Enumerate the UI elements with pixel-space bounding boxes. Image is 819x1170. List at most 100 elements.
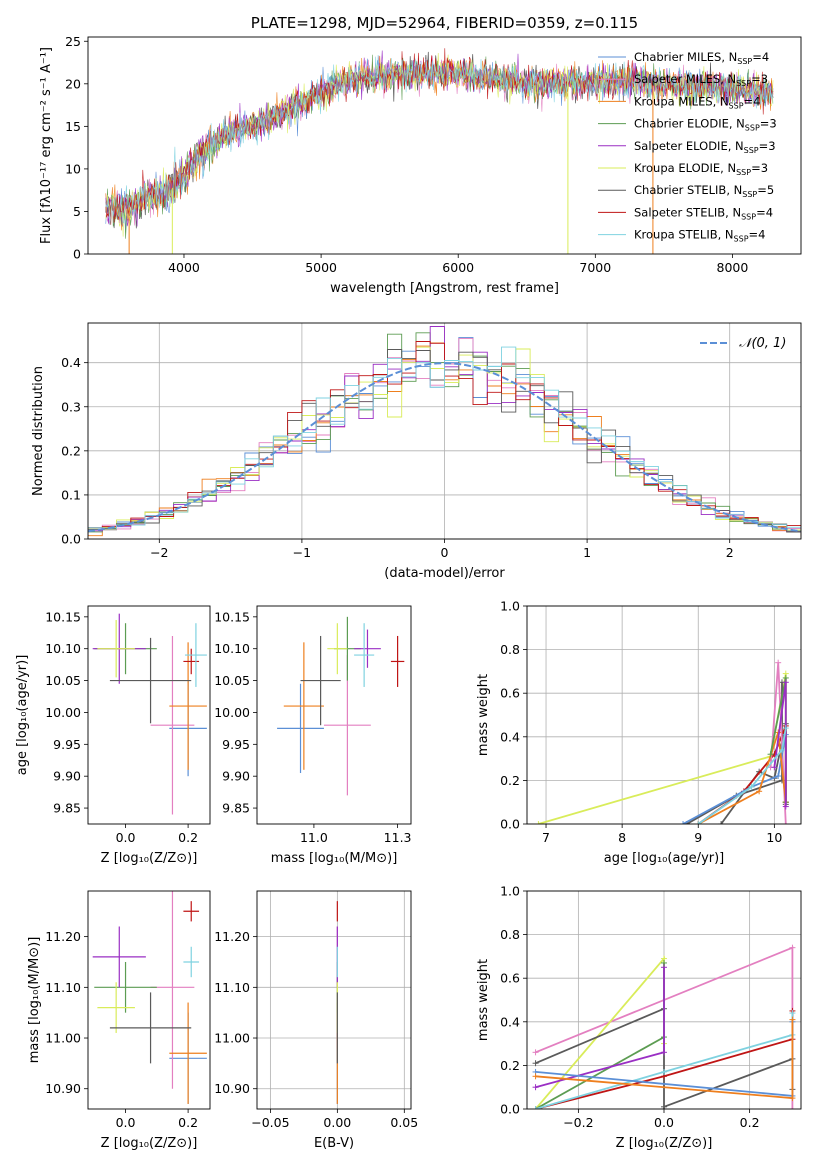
x-tick-label: 0.0 — [654, 1115, 674, 1130]
y-tick-label: 0.2 — [500, 1058, 520, 1073]
plot-area — [105, 48, 774, 254]
y-tick-label: 0.6 — [500, 971, 520, 986]
x-tick-label: 11.3 — [384, 830, 412, 845]
legend-label: Chabrier ELODIE, NSSP=3 — [634, 117, 777, 133]
y-tick-label: 11.00 — [214, 1031, 250, 1046]
axes-frame — [256, 605, 412, 825]
x-axis-label: (data-model)/error — [384, 566, 505, 581]
x-tick-label: 0.2 — [178, 1115, 198, 1130]
y-tick-label: 0 — [73, 247, 81, 262]
y-tick-label: 10.15 — [45, 609, 81, 624]
axes-frame — [87, 605, 211, 825]
spectrum-line — [105, 48, 774, 225]
legend-label: Chabrier MILES, NSSP=4 — [634, 50, 769, 66]
histogram-step — [88, 341, 801, 536]
panel-spectrum: 4000 5000 6000 7000 8000 0 5 10 15 20 25 wavelength… — [39, 34, 802, 296]
spectrum-line — [105, 54, 774, 226]
x-tick-label: 0.2 — [178, 830, 198, 845]
legend-label: Salpeter MILES, NSSP=3 — [634, 72, 768, 88]
y-tick-label: 1.0 — [500, 884, 520, 899]
x-tick-label: 6000 — [442, 260, 474, 275]
spectrum-line — [105, 50, 774, 227]
x-tick-label: 10 — [766, 830, 782, 845]
x-axis-label: mass [log₁₀(M/M⊙)] — [271, 851, 398, 866]
y-tick-label: 0.4 — [61, 355, 81, 370]
panel-age_vs_mass: 11.0 11.3 9.85 9.90 9.95 10.00 10.05 10.10 10.15… — [214, 605, 412, 866]
panel-mass_vs_Z: 0.0 0.2 10.90 11.00 11.10 11.20 Z [log₁₀(Z/Z⊙)… — [27, 890, 211, 1151]
y-tick-label: 9.95 — [53, 737, 81, 752]
y-tick-label: 10.10 — [214, 641, 250, 656]
axes-frame — [87, 322, 802, 540]
y-tick-label: 11.10 — [45, 980, 81, 995]
y-tick-label: 0.0 — [500, 817, 520, 832]
y-axis-label: Flux [fλ10⁻¹⁷ erg cm⁻² s⁻¹ A⁻¹] — [39, 47, 54, 244]
legend: Chabrier MILES, NSSP=4 Salpeter MILES, NS… — [598, 50, 777, 244]
x-tick-label: 0.00 — [323, 1115, 351, 1130]
plot-area — [277, 616, 405, 796]
legend-label: Salpeter STELIB, NSSP=4 — [634, 205, 773, 221]
y-tick-label: 0.4 — [500, 1014, 520, 1029]
x-tick-label: −1 — [293, 545, 311, 560]
y-tick-label: 0.8 — [500, 642, 520, 657]
x-tick-label: 1 — [583, 545, 591, 560]
gaussian-curve — [88, 362, 801, 533]
y-tick-label: 15 — [65, 119, 81, 134]
y-tick-label: 10.15 — [214, 609, 250, 624]
plot-area — [88, 326, 801, 537]
x-tick-label: −2 — [150, 545, 168, 560]
y-tick-label: 11.20 — [214, 929, 250, 944]
x-tick-label: 0.05 — [390, 1115, 418, 1130]
y-tick-label: 0.2 — [500, 773, 520, 788]
histogram-step — [88, 346, 801, 532]
x-tick-label: −0.05 — [251, 1115, 289, 1130]
axes-frame — [526, 890, 802, 1110]
y-tick-label: 9.85 — [53, 801, 81, 816]
axes-frame — [87, 36, 802, 255]
y-tick-label: 20 — [65, 76, 81, 91]
figure-title: PLATE=1298, MJD=52964, FIBERID=0359, z=0… — [251, 14, 638, 32]
axes-frame — [526, 605, 802, 825]
x-axis-label: wavelength [Angstrom, rest frame] — [330, 281, 559, 296]
y-tick-label: 0.2 — [61, 443, 81, 458]
y-tick-label: 11.00 — [45, 1031, 81, 1046]
y-tick-label: 25 — [65, 34, 81, 49]
y-tick-label: 0.8 — [500, 927, 520, 942]
y-tick-label: 10.05 — [214, 673, 250, 688]
x-axis-label: Z [log₁₀(Z/Z⊙)] — [101, 1136, 198, 1151]
legend-label: Kroupa STELIB, NSSP=4 — [634, 228, 765, 244]
y-tick-label: 10 — [65, 161, 81, 176]
panel-residuals: −2 −1 0 1 2 0.0 0.1 0.2 0.3 0.4 (data-model)/error… — [31, 322, 802, 581]
y-tick-label: 10.10 — [45, 641, 81, 656]
x-tick-label: 2 — [726, 545, 734, 560]
x-tick-label: −0.2 — [563, 1115, 593, 1130]
x-tick-label: 4000 — [168, 260, 200, 275]
x-tick-label: 5000 — [305, 260, 337, 275]
x-axis-label: Z [log₁₀(Z/Z⊙)] — [616, 1136, 713, 1151]
weight-line — [538, 673, 787, 824]
x-tick-label: 8000 — [717, 260, 749, 275]
y-axis-label: age [log₁₀(age/yr)] — [15, 655, 30, 776]
panel-weight_vs_Z: −0.2 0.0 0.2 0.0 0.2 0.4 0.6 0.8 1.0 Z [log₁₀(Z/Z… — [476, 884, 802, 1151]
weight-line — [535, 967, 665, 1089]
y-tick-label: 0.6 — [500, 686, 520, 701]
y-axis-label: Normed distribution — [31, 366, 46, 496]
axes-frame — [87, 890, 211, 1110]
y-axis-label: mass [log₁₀(M/M⊙)] — [27, 937, 42, 1064]
legend-label: Kroupa MILES, NSSP=4 — [634, 94, 760, 110]
weight-line — [697, 727, 787, 824]
x-axis-label: Z [log₁₀(Z/Z⊙)] — [101, 851, 198, 866]
legend-label: Chabrier STELIB, NSSP=5 — [634, 183, 774, 199]
weight-line — [686, 682, 783, 824]
y-tick-label: 10.90 — [45, 1081, 81, 1096]
y-tick-label: 9.95 — [222, 737, 250, 752]
panel-weight_vs_age: 7 8 9 10 0.0 0.2 0.4 0.6 0.8 1.0 age [log₁₀(age/yr… — [476, 599, 802, 866]
y-tick-label: 10.00 — [214, 705, 250, 720]
y-tick-label: 9.85 — [222, 801, 250, 816]
plot-area — [92, 613, 207, 815]
y-axis-label: mass weight — [476, 674, 491, 756]
weight-line — [682, 734, 787, 824]
x-tick-label: 0 — [441, 545, 449, 560]
plot-area — [532, 944, 796, 1109]
x-tick-label: 0.2 — [740, 1115, 760, 1130]
